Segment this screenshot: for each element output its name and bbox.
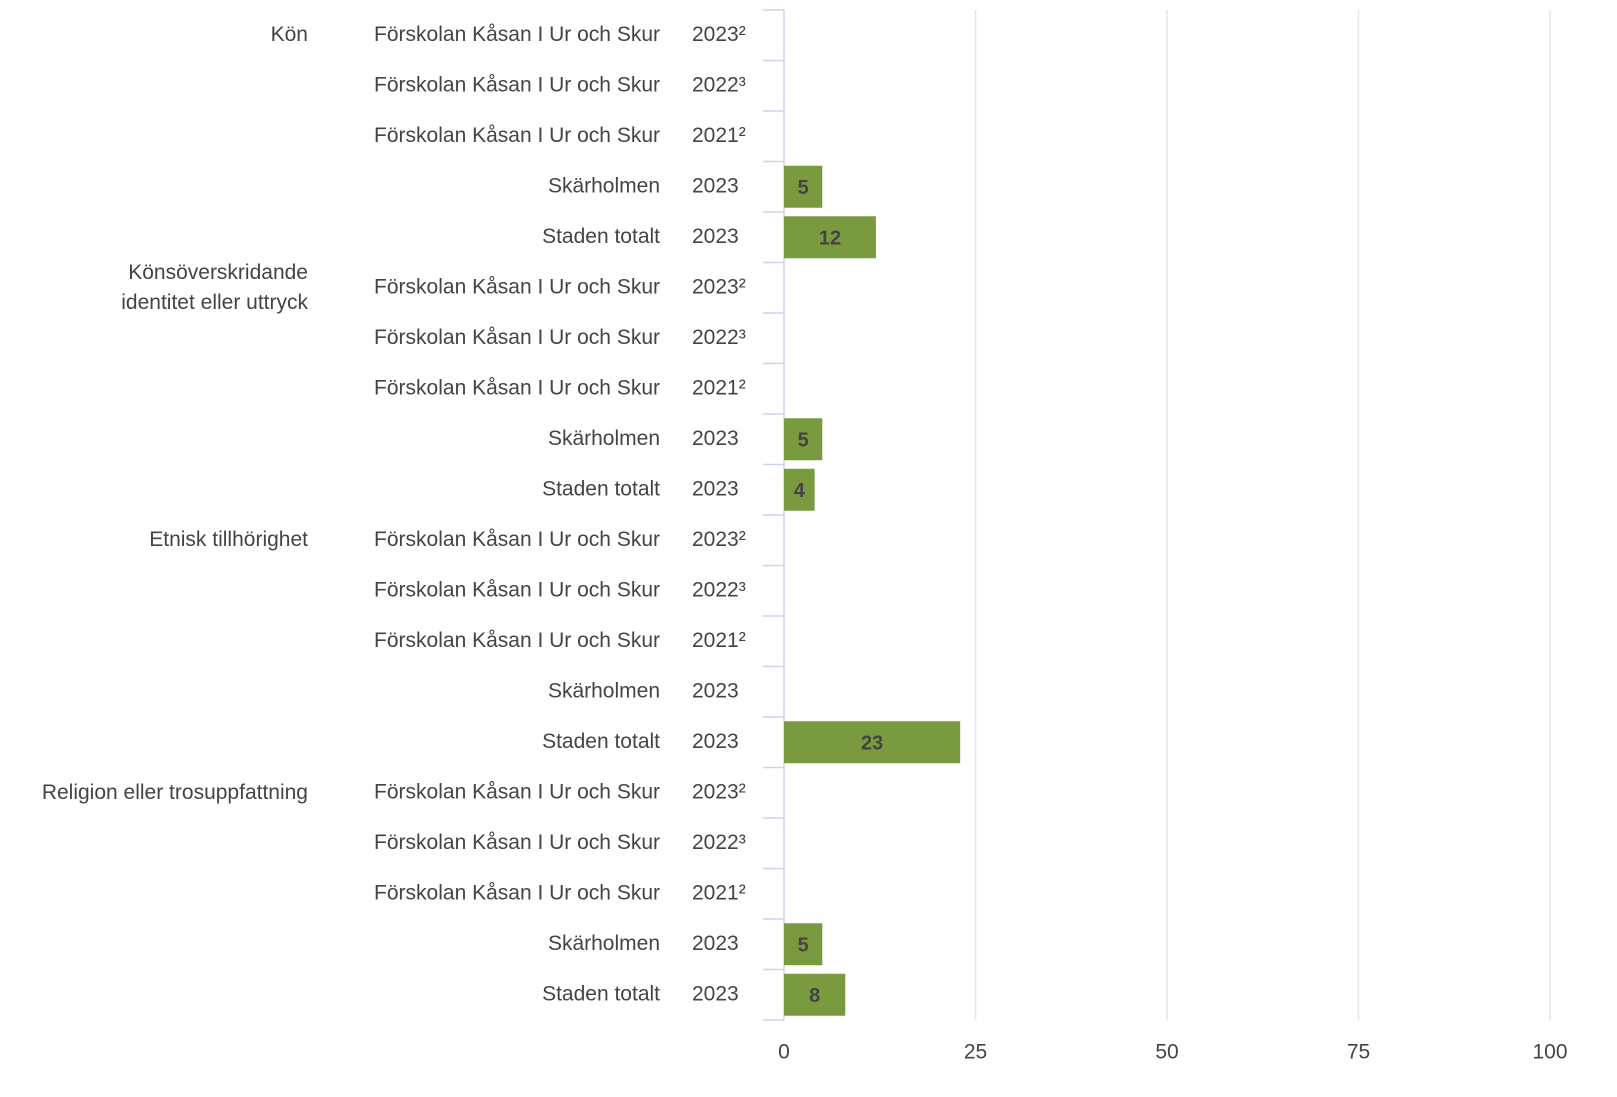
bar (784, 721, 961, 764)
x-tick-label: 75 (1347, 1041, 1370, 1064)
x-tick-label: 100 (1532, 1041, 1567, 1064)
year-label: 2022³ (692, 831, 746, 854)
year-label: 2021² (692, 376, 746, 399)
x-tick-label: 0 (778, 1041, 790, 1064)
category-label: Skärholmen (548, 427, 660, 450)
bar (784, 418, 823, 461)
category-label: Förskolan Kåsan I Ur och Skur (374, 124, 660, 147)
data-label: 23 (861, 733, 883, 755)
year-label: 2023 (692, 982, 739, 1005)
category-label: Staden totalt (542, 982, 660, 1005)
bar (784, 923, 823, 966)
bar (784, 165, 823, 208)
category-label: Förskolan Kåsan I Ur och Skur (374, 578, 660, 601)
category-label: Förskolan Kåsan I Ur och Skur (374, 831, 660, 854)
year-label: 2023 (692, 730, 739, 753)
category-label: Förskolan Kåsan I Ur och Skur (374, 780, 660, 803)
category-label: Förskolan Kåsan I Ur och Skur (374, 881, 660, 904)
year-label: 2021² (692, 124, 746, 147)
year-label: 2021² (692, 881, 746, 904)
bar (784, 973, 846, 1016)
data-label: 5 (798, 935, 809, 957)
year-label: 2023 (692, 679, 739, 702)
year-label: 2023² (692, 275, 746, 298)
group-label: Etnisk tillhörighet (149, 528, 308, 552)
category-label: Skärholmen (548, 174, 660, 197)
group-label: Könsöverskridande identitet eller uttryc… (121, 260, 308, 314)
x-tick-label: 25 (964, 1041, 987, 1064)
category-label: Förskolan Kåsan I Ur och Skur (374, 275, 660, 298)
bar (784, 216, 876, 259)
group-label: Religion eller trosuppfattning (41, 780, 308, 804)
category-label: Skärholmen (548, 932, 660, 955)
year-label: 2023 (692, 932, 739, 955)
category-label: Förskolan Kåsan I Ur och Skur (374, 528, 660, 551)
data-label: 4 (794, 480, 806, 502)
category-label: Förskolan Kåsan I Ur och Skur (374, 326, 660, 349)
year-label: 2023² (692, 23, 746, 46)
year-label: 2021² (692, 629, 746, 652)
year-label: 2023² (692, 528, 746, 551)
year-label: 2023 (692, 225, 739, 248)
year-label: 2022³ (692, 73, 746, 96)
bar (784, 468, 815, 511)
year-label: 2023 (692, 174, 739, 197)
x-tick-label: 50 (1155, 1041, 1178, 1064)
data-label: 5 (798, 430, 809, 452)
category-label: Förskolan Kåsan I Ur och Skur (374, 629, 660, 652)
data-label: 12 (819, 228, 841, 250)
data-label: 8 (809, 985, 820, 1007)
category-label: Skärholmen (548, 679, 660, 702)
category-label: Förskolan Kåsan I Ur och Skur (374, 73, 660, 96)
category-label: Staden totalt (542, 730, 660, 753)
category-label: Staden totalt (542, 477, 660, 500)
category-label: Staden totalt (542, 225, 660, 248)
year-label: 2022³ (692, 578, 746, 601)
category-label: Förskolan Kåsan I Ur och Skur (374, 376, 660, 399)
year-label: 2023² (692, 780, 746, 803)
year-label: 2023 (692, 427, 739, 450)
category-label: Förskolan Kåsan I Ur och Skur (374, 23, 660, 46)
year-label: 2023 (692, 477, 739, 500)
group-label: Kön (270, 23, 308, 47)
year-label: 2022³ (692, 326, 746, 349)
data-label: 5 (798, 177, 809, 199)
